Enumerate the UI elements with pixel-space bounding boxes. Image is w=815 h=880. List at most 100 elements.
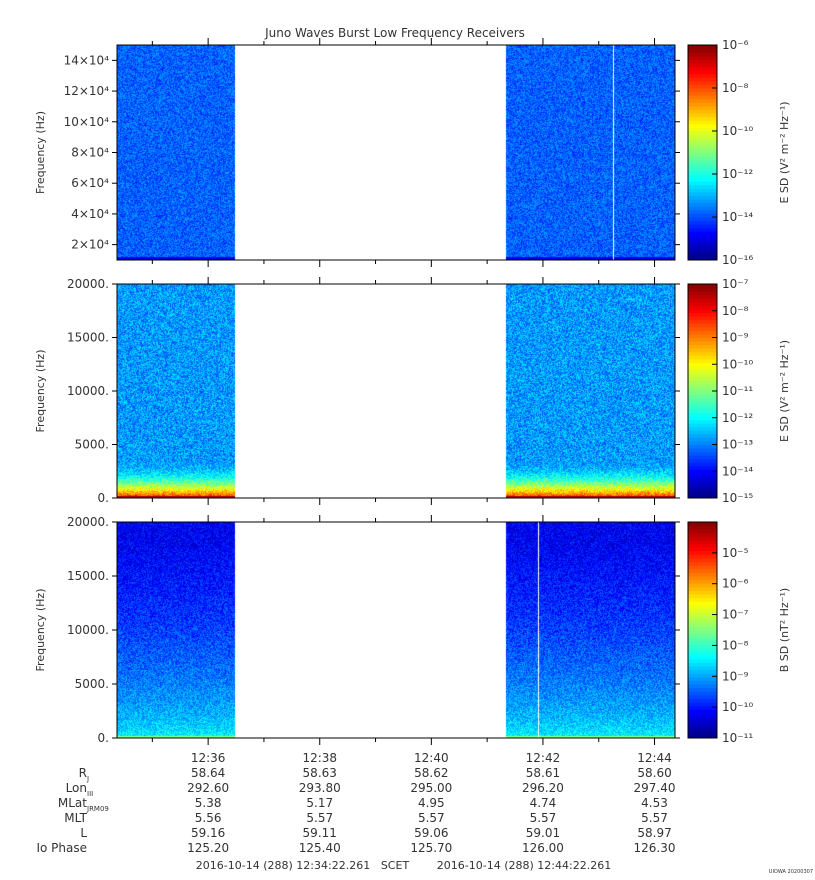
colorbar-swatch [688,242,717,247]
ephem-value: 126.30 [634,841,676,855]
y-tick-label: 14×10⁴ [64,53,110,67]
colorbar-swatch [688,458,717,463]
colorbar-swatch [688,691,717,696]
ephem-label: L [80,826,87,840]
colorbar-swatch [688,433,717,438]
colorbar-tick-label: 10⁻¹⁴ [722,464,753,478]
y-tick-label: 20000. [67,515,109,529]
y-tick-label: 15000. [67,331,109,345]
colorbar-swatch [688,522,717,527]
colorbar-swatch [688,45,717,50]
colorbar-tick-label: 10⁻⁵ [722,546,749,560]
colorbar-swatch [688,633,717,638]
ephem-sub: III [87,790,93,798]
ephem-label: MLat [58,796,87,810]
colorbar-swatch [688,487,717,492]
ephem-value: 59.06 [414,826,448,840]
colorbar-swatch [688,109,717,114]
ephem-value: 59.16 [191,826,225,840]
colorbar-swatch [688,608,717,613]
colorbar-swatch [688,256,717,261]
time-frame: SCET [381,859,410,872]
colorbar-swatch [688,630,717,635]
colorbar-tick-label: 10⁻⁶ [722,577,749,591]
time-range-footer: 2016-10-14 (288) 12:34:22.261 SCET 2016-… [196,859,611,872]
ephem-value: 58.64 [191,766,225,780]
colorbar-swatch [688,234,717,239]
colorbar-swatch [688,415,717,421]
colorbar-swatch [688,405,717,410]
colorbar-swatch [688,408,717,413]
colorbar-swatch [688,676,717,681]
colorbar-tick-label: 10⁻¹⁰ [722,124,753,138]
colorbar-swatch [688,77,717,82]
colorbar-tick-label: 10⁻⁹ [722,669,749,683]
colorbar-swatch [688,626,717,631]
ephem-value: 125.20 [187,841,229,855]
colorbar-swatch [688,709,717,714]
colorbar-swatch [688,80,717,85]
ephem-value: 5.38 [195,796,222,810]
y-tick-label: 8×10⁴ [71,146,109,160]
y-axis-label: Frequency (Hz) [34,350,47,433]
colorbar-tick-label: 10⁻¹¹ [722,731,753,745]
colorbar-swatch [688,483,717,488]
y-tick-label: 2×10⁴ [71,238,109,252]
colorbar-swatch [688,326,717,331]
ephem-value: 58.97 [637,826,671,840]
colorbar-swatch [688,694,717,699]
ephem-value: 58.61 [526,766,560,780]
colorbar-swatch [688,152,717,157]
colorbar-swatch [688,716,717,721]
colorbar-swatch [688,48,717,53]
colorbar-swatch [688,401,717,406]
colorbar-swatch [688,291,717,296]
colorbar-swatch [688,102,717,107]
colorbar-swatch [688,473,717,478]
y-tick-label: 10000. [67,384,109,398]
ephem-label: MLT [64,811,87,825]
y-tick-label: 5000. [75,438,109,452]
y-tick-label: 0. [98,491,109,505]
colorbar-swatch [688,113,717,118]
colorbar-swatch [688,644,717,649]
colorbar-swatch [688,612,717,617]
colorbar-swatch [688,148,717,153]
time-axis: 12:36 12:38 12:40 12:42 12:44 [191,751,672,765]
colorbar-swatch [688,536,717,541]
colorbar-tick-label: 10⁻¹⁶ [722,253,753,267]
colorbar-swatch [688,583,717,588]
colorbar-swatch [688,423,717,428]
colorbar-swatch [688,543,717,548]
colorbar-tick-label: 10⁻¹¹ [722,384,753,398]
colorbar-swatch [688,705,717,710]
colorbar-swatch [688,426,717,431]
colorbar-swatch [688,448,717,453]
ephem-value: 125.70 [410,841,452,855]
colorbar-swatch [688,301,717,306]
colorbar-swatch [688,451,717,456]
colorbar-swatch [688,673,717,678]
colorbar-swatch [688,369,717,374]
colorbar-swatch [688,141,717,146]
colorbar-swatch [688,62,717,67]
colorbar-swatch [688,59,717,64]
colorbar-frame [687,521,718,739]
y-tick-label: 6×10⁴ [71,176,109,190]
ephem-value: 4.95 [418,796,445,810]
colorbar-swatch [688,159,717,164]
y-tick-label: 10000. [67,623,109,637]
colorbar-swatch [688,622,717,627]
colorbar-swatch [688,298,717,303]
colorbar-swatch [688,181,717,186]
colorbar-swatch [688,355,717,360]
colorbar-swatch [688,547,717,552]
colorbar-swatch [688,231,717,236]
ephem-value: 293.80 [299,781,341,795]
spectrogram-image [117,45,675,260]
colorbar-swatch [688,294,717,299]
colorbar-swatch [688,684,717,689]
colorbar-swatch [688,462,717,467]
ephem-value: 125.40 [299,841,341,855]
colorbar-swatch [688,166,717,171]
